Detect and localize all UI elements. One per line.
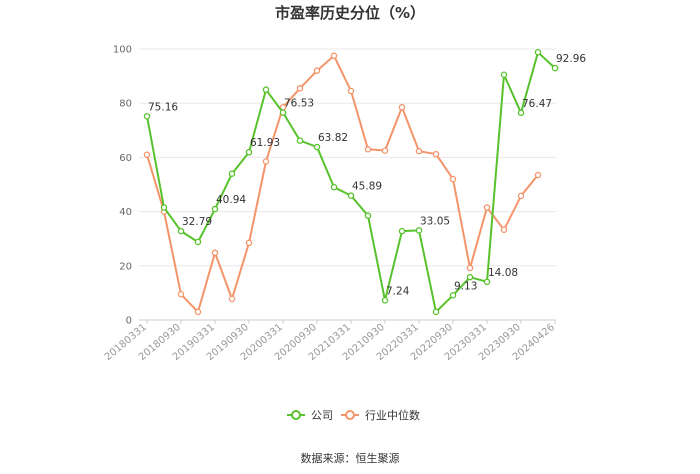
series-1-point-20230930 xyxy=(517,192,525,200)
series-1-point-20221231 xyxy=(466,264,474,272)
series-1-point-20190630 xyxy=(228,295,236,303)
y-tick-label-20: 20 xyxy=(119,261,132,272)
data-label-20220331: 33.05 xyxy=(420,215,450,227)
y-axis: 0 20 40 60 80 100 xyxy=(113,45,132,327)
series-0-point-20191231 xyxy=(262,86,270,93)
series-0-point-20220630 xyxy=(432,308,440,316)
series-0-point-20221231 xyxy=(466,273,474,281)
series-1-point-20201231 xyxy=(330,52,338,60)
series-0-point-20200331 xyxy=(279,109,287,116)
series-1-point-20190331 xyxy=(211,249,219,257)
series-1-point-20220331 xyxy=(415,147,423,155)
legend-industry-marker-icon xyxy=(345,410,355,420)
data-label-20200930: 63.82 xyxy=(318,132,348,144)
legend-item-company[interactable]: 公司 xyxy=(287,409,333,422)
source-note: 数据来源：恒生聚源 xyxy=(301,451,400,465)
y-tick-label-0: 0 xyxy=(126,316,132,327)
series-0-point-20220331 xyxy=(415,227,423,234)
x-axis: 2018033120180930201903312019093020200331… xyxy=(103,320,557,363)
series-0-point-20181231 xyxy=(194,238,202,246)
series-1-point-20230630 xyxy=(500,226,508,234)
data-labels: 75.16 32.79 40.94 61.93 76.53 63.82 45.89 7.24 3… xyxy=(148,53,586,297)
series-0-point-20190630 xyxy=(228,170,236,177)
series-1-point-20190930 xyxy=(245,239,253,247)
series-1-point-20211231 xyxy=(398,104,406,111)
series-0-point-20180331 xyxy=(143,113,151,120)
data-label-20180930: 32.79 xyxy=(182,216,212,228)
series-0-point-20180630 xyxy=(160,204,168,211)
series-0-point-20180930 xyxy=(177,227,185,235)
data-label-20210930: 7.24 xyxy=(386,285,410,297)
series-0-point-20200630 xyxy=(296,137,304,144)
data-label-20230331: 14.08 xyxy=(488,267,518,279)
legend-item-industry-median[interactable]: 行业中位数 xyxy=(341,408,420,422)
series-1-point-20200930 xyxy=(313,67,321,74)
data-label-20180331: 75.16 xyxy=(148,101,178,113)
series-1-point-20231231 xyxy=(534,171,542,179)
data-label-20210331: 45.89 xyxy=(352,181,382,193)
series-0-point-20210930 xyxy=(381,297,389,304)
data-label-20190331: 40.94 xyxy=(216,194,246,206)
series-0-point-20230630 xyxy=(500,71,508,78)
data-label-20200331: 76.53 xyxy=(284,98,314,110)
series-1-point-20220630 xyxy=(432,150,440,158)
series-1-point-20210630 xyxy=(364,146,372,153)
series-line-1 xyxy=(146,54,539,313)
data-label-20240426: 92.96 xyxy=(556,53,586,65)
grid-lines xyxy=(139,48,556,321)
data-label-20220930: 9.13 xyxy=(454,280,477,292)
series-1-point-20210331 xyxy=(347,87,355,95)
legend-company-marker-icon xyxy=(291,410,301,420)
series-1-point-20230331 xyxy=(483,204,491,211)
series-0-point-20240426 xyxy=(551,64,559,72)
y-tick-label-100: 100 xyxy=(113,45,132,56)
series-1-point-20210930 xyxy=(381,147,389,154)
data-label-20230930: 76.47 xyxy=(522,98,552,110)
y-tick-label-60: 60 xyxy=(119,153,132,164)
y-tick-label-80: 80 xyxy=(119,99,132,110)
legend-company-label: 公司 xyxy=(311,409,333,422)
series-1-point-20220930 xyxy=(449,175,457,183)
series-1-point-20180930 xyxy=(177,291,185,298)
series-0-point-20231231 xyxy=(534,49,542,56)
series-0-point-20190930 xyxy=(245,148,253,156)
series-1-point-20191231 xyxy=(262,158,270,165)
y-tick-label-40: 40 xyxy=(119,207,132,218)
series-0-point-20230331 xyxy=(483,278,491,286)
series-0-point-20210331 xyxy=(347,192,355,199)
series-0-point-20211231 xyxy=(398,227,406,235)
series-0-point-20201231 xyxy=(330,183,338,191)
series-0-point-20190331 xyxy=(211,205,219,213)
legend-industry-label: 行业中位数 xyxy=(365,408,420,422)
series-1-point-20181231 xyxy=(194,308,202,316)
series-1-point-20200630 xyxy=(296,85,304,92)
series-1-point-20180331 xyxy=(143,151,151,158)
chart-title: 市盈率历史分位（%） xyxy=(275,4,425,22)
data-label-20190930: 61.93 xyxy=(250,137,280,149)
series-0-point-20210630 xyxy=(364,212,372,219)
series-0-point-20200930 xyxy=(313,143,321,151)
series-0-point-20220930 xyxy=(449,292,457,299)
series-0-point-20230930 xyxy=(517,109,525,117)
series-layer xyxy=(143,49,559,316)
legend[interactable]: 公司 行业中位数 xyxy=(287,408,420,422)
